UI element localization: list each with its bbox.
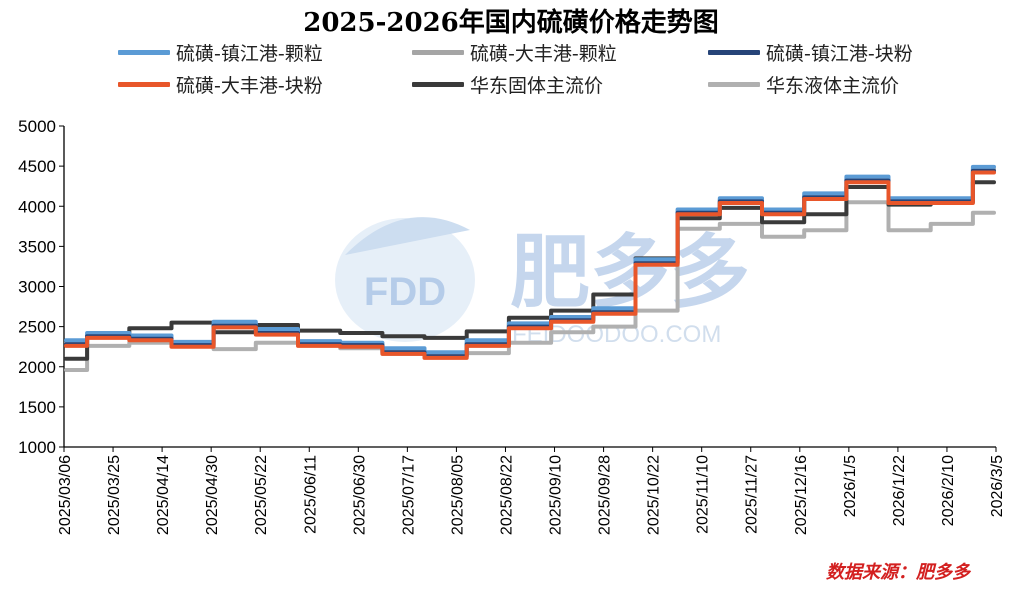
- chart-title: 2025-2026年国内硫磺价格走势图: [303, 8, 719, 38]
- x-tick-label: 2025/08/22: [498, 455, 515, 535]
- x-tick-label: 2025/06/30: [351, 455, 368, 535]
- legend-swatch: [118, 49, 170, 55]
- x-tick-label: 2025/07/17: [400, 455, 417, 535]
- series-line: [64, 170, 996, 360]
- x-tick-label: 2025/11/10: [695, 455, 712, 534]
- x-tick-label: 2025/11/27: [744, 455, 761, 534]
- x-tick-label: 2025/06/11: [302, 455, 319, 534]
- legend-item: 硫磺-镇江港-颗粒: [118, 38, 323, 66]
- y-tick-label: 5000: [18, 117, 56, 136]
- x-tick-label: 2026/3/5: [989, 455, 1006, 517]
- axes: 1000 1500 2000 2500 3000 3500 4000 4500 5000 2025…: [18, 117, 1006, 535]
- legend-label: 硫磺-镇江港-颗粒: [176, 42, 323, 65]
- legend-label: 硫磺-大丰港-块粉: [176, 74, 323, 97]
- y-tick-label: 2500: [18, 318, 56, 337]
- watermark-brand: FDD: [364, 270, 446, 314]
- x-tick-label: 2025/04/30: [204, 455, 221, 535]
- y-tick-label: 1000: [18, 438, 56, 457]
- x-tick-label: 2025/05/22: [253, 455, 270, 535]
- legend-swatch: [118, 81, 170, 87]
- watermark-leaf-icon: [345, 217, 470, 255]
- x-tick-label: 2025/08/05: [449, 455, 466, 535]
- legend-item: 硫磺-大丰港-颗粒: [412, 38, 617, 66]
- x-tick-label: 2026/2/10: [940, 455, 957, 526]
- y-tick-label: 3500: [18, 237, 56, 256]
- legend-swatch: [708, 81, 760, 87]
- y-tick-label: 4500: [18, 157, 56, 176]
- legend-item: 华东固体主流价: [412, 70, 603, 98]
- x-tick-label: 2025/09/28: [597, 455, 614, 535]
- x-tick-label: 2025/10/22: [646, 455, 663, 535]
- source-note: 数据来源：肥多多: [826, 562, 970, 583]
- legend-swatch: [412, 81, 464, 87]
- series-line: [64, 200, 996, 372]
- legend-label: 华东液体主流价: [766, 74, 900, 97]
- y-tick-label: 2000: [18, 358, 56, 377]
- x-tick-label: 2025/04/14: [155, 455, 172, 535]
- x-tick-label: 2025/03/06: [57, 455, 74, 535]
- x-tick-label: 2025/03/25: [106, 455, 123, 535]
- legend-swatch: [412, 49, 464, 55]
- x-tick-label: 2025/12/16: [793, 455, 810, 535]
- x-tick-label: 2025/09/10: [548, 455, 565, 535]
- watermark-name: 肥多多: [510, 226, 750, 319]
- legend-item: 硫磺-镇江港-块粉: [708, 38, 913, 66]
- watermark-logo-circle: [335, 218, 475, 342]
- legend-label: 硫磺-镇江港-块粉: [766, 42, 913, 65]
- legend-label: 华东固体主流价: [470, 74, 604, 97]
- y-tick-label: 1500: [18, 398, 56, 417]
- y-tick-label: 4000: [18, 197, 56, 216]
- x-tick-label: 2026/1/22: [891, 455, 908, 526]
- legend-item: 华东液体主流价: [708, 70, 899, 98]
- legend-swatch: [708, 49, 760, 55]
- y-tick-label: 3000: [18, 278, 56, 297]
- series-layer: [64, 164, 996, 372]
- x-tick-label: 2026/1/5: [842, 455, 859, 517]
- legend: 硫磺-镇江港-颗粒 硫磺-大丰港-颗粒 硫磺-镇江港-块粉 硫磺-大丰港-块粉 …: [0, 0, 1022, 100]
- legend-label: 硫磺-大丰港-颗粒: [470, 42, 617, 65]
- legend-item: 硫磺-大丰港-块粉: [118, 70, 323, 98]
